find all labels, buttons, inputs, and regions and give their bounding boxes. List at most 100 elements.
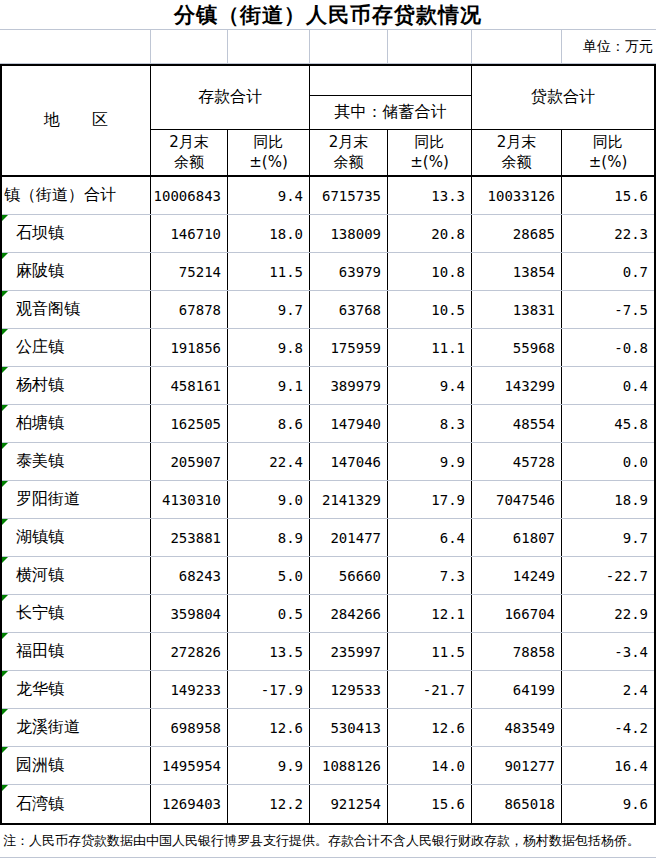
value-cell[interactable]: 14249 — [472, 557, 562, 594]
value-cell[interactable]: 14.0 — [388, 747, 472, 784]
value-cell[interactable]: 865018 — [472, 785, 562, 823]
value-cell[interactable]: 12.2 — [228, 785, 310, 823]
value-cell[interactable]: 9.4 — [388, 367, 472, 404]
unit-row-cell[interactable] — [388, 30, 472, 63]
value-cell[interactable]: 0.0 — [562, 443, 654, 480]
value-cell[interactable]: 10033126 — [472, 177, 562, 214]
value-cell[interactable]: 75214 — [151, 253, 228, 290]
subheader-savings-yoy[interactable]: 同比 ±(%) — [388, 130, 472, 177]
value-cell[interactable]: 9.4 — [228, 177, 310, 214]
unit-row-cell[interactable] — [472, 30, 562, 63]
value-cell[interactable]: 6.4 — [388, 519, 472, 556]
value-cell[interactable]: 20.8 — [388, 215, 472, 252]
value-cell[interactable]: 9.7 — [562, 519, 654, 556]
value-cell[interactable]: 205907 — [151, 443, 228, 480]
value-cell[interactable]: 921254 — [310, 785, 388, 823]
value-cell[interactable]: 5.0 — [228, 557, 310, 594]
region-cell[interactable]: 横河镇 — [2, 557, 151, 594]
subheader-loan-yoy[interactable]: 同比 ±(%) — [562, 130, 654, 177]
value-cell[interactable]: 8.3 — [388, 405, 472, 442]
value-cell[interactable]: 0.5 — [228, 595, 310, 632]
value-cell[interactable]: 12.1 — [388, 595, 472, 632]
footnote-row[interactable]: 注：人民币存贷款数据由中国人民银行博罗县支行提供。存款合计不含人民银行财政存款，… — [0, 825, 656, 858]
value-cell[interactable]: 9.1 — [228, 367, 310, 404]
value-cell[interactable]: 22.3 — [562, 215, 654, 252]
value-cell[interactable]: 147940 — [310, 405, 388, 442]
unit-row-cell[interactable] — [0, 30, 151, 63]
value-cell[interactable]: 2141329 — [310, 481, 388, 518]
value-cell[interactable]: 901277 — [472, 747, 562, 784]
value-cell[interactable]: 22.9 — [562, 595, 654, 632]
value-cell[interactable]: 201477 — [310, 519, 388, 556]
value-cell[interactable]: 11.5 — [228, 253, 310, 290]
region-cell[interactable]: 麻陂镇 — [2, 253, 151, 290]
header-savings-group[interactable]: 其中：储蓄合计 — [310, 95, 472, 130]
value-cell[interactable]: 8.6 — [228, 405, 310, 442]
region-cell[interactable]: 镇（街道）合计 — [2, 177, 151, 214]
value-cell[interactable]: -3.4 — [562, 633, 654, 670]
subheader-deposit-balance[interactable]: 2月末 余额 — [151, 130, 228, 177]
region-cell[interactable]: 公庄镇 — [2, 329, 151, 366]
value-cell[interactable]: 11.5 — [388, 633, 472, 670]
value-cell[interactable]: -4.2 — [562, 709, 654, 746]
value-cell[interactable]: 48554 — [472, 405, 562, 442]
value-cell[interactable]: 483549 — [472, 709, 562, 746]
value-cell[interactable]: 1088126 — [310, 747, 388, 784]
value-cell[interactable]: 146710 — [151, 215, 228, 252]
value-cell[interactable]: 284266 — [310, 595, 388, 632]
value-cell[interactable]: 4130310 — [151, 481, 228, 518]
subheader-deposit-yoy[interactable]: 同比 ±(%) — [228, 130, 310, 177]
subheader-savings-balance[interactable]: 2月末 余额 — [310, 130, 388, 177]
region-cell[interactable]: 石湾镇 — [2, 785, 151, 823]
region-cell[interactable]: 泰美镇 — [2, 443, 151, 480]
value-cell[interactable]: 12.6 — [228, 709, 310, 746]
value-cell[interactable]: 8.9 — [228, 519, 310, 556]
value-cell[interactable]: 10.5 — [388, 291, 472, 328]
value-cell[interactable]: 15.6 — [388, 785, 472, 823]
value-cell[interactable]: 698958 — [151, 709, 228, 746]
subheader-loan-balance[interactable]: 2月末 余额 — [472, 130, 562, 177]
value-cell[interactable]: 61807 — [472, 519, 562, 556]
value-cell[interactable]: 13.5 — [228, 633, 310, 670]
value-cell[interactable]: 15.6 — [562, 177, 654, 214]
value-cell[interactable]: 530413 — [310, 709, 388, 746]
value-cell[interactable]: 63768 — [310, 291, 388, 328]
value-cell[interactable]: 458161 — [151, 367, 228, 404]
value-cell[interactable]: 18.0 — [228, 215, 310, 252]
value-cell[interactable]: 9.6 — [562, 785, 654, 823]
value-cell[interactable]: 9.7 — [228, 291, 310, 328]
header-empty-cell[interactable] — [310, 66, 472, 95]
value-cell[interactable]: 191856 — [151, 329, 228, 366]
value-cell[interactable]: -21.7 — [388, 671, 472, 708]
value-cell[interactable]: 11.1 — [388, 329, 472, 366]
value-cell[interactable]: 2.4 — [562, 671, 654, 708]
region-cell[interactable]: 龙溪街道 — [2, 709, 151, 746]
value-cell[interactable]: 55968 — [472, 329, 562, 366]
value-cell[interactable]: 13831 — [472, 291, 562, 328]
value-cell[interactable]: 63979 — [310, 253, 388, 290]
region-cell[interactable]: 石坝镇 — [2, 215, 151, 252]
value-cell[interactable]: 272826 — [151, 633, 228, 670]
value-cell[interactable]: 13.3 — [388, 177, 472, 214]
value-cell[interactable]: 129533 — [310, 671, 388, 708]
region-cell[interactable]: 观音阁镇 — [2, 291, 151, 328]
value-cell[interactable]: -22.7 — [562, 557, 654, 594]
value-cell[interactable]: 9.9 — [228, 747, 310, 784]
region-cell[interactable]: 柏塘镇 — [2, 405, 151, 442]
value-cell[interactable]: 9.9 — [388, 443, 472, 480]
value-cell[interactable]: 12.6 — [388, 709, 472, 746]
unit-row-cell[interactable] — [228, 30, 310, 63]
value-cell[interactable]: 143299 — [472, 367, 562, 404]
value-cell[interactable]: 10.8 — [388, 253, 472, 290]
value-cell[interactable]: 389979 — [310, 367, 388, 404]
value-cell[interactable]: 6715735 — [310, 177, 388, 214]
value-cell[interactable]: 9.8 — [228, 329, 310, 366]
header-loan-group[interactable]: 贷款合计 — [472, 66, 654, 130]
value-cell[interactable]: 9.0 — [228, 481, 310, 518]
region-cell[interactable]: 罗阳街道 — [2, 481, 151, 518]
header-deposit-group[interactable]: 存款合计 — [151, 66, 310, 130]
value-cell[interactable]: 0.4 — [562, 367, 654, 404]
value-cell[interactable]: 162505 — [151, 405, 228, 442]
value-cell[interactable]: 28685 — [472, 215, 562, 252]
unit-row-cell[interactable] — [310, 30, 388, 63]
